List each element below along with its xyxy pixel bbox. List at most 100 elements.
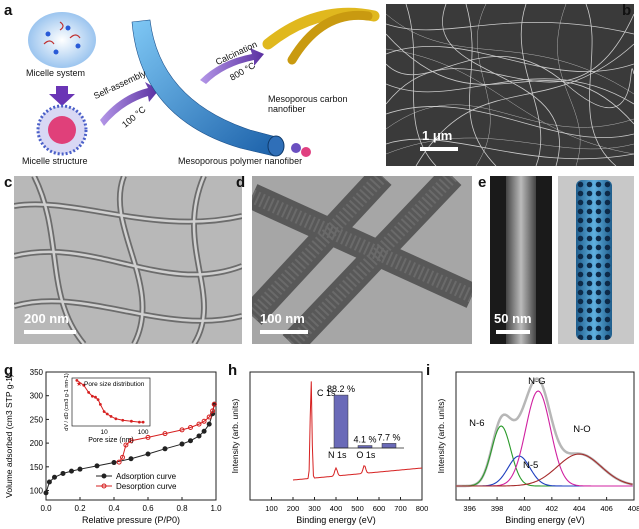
scale-bar	[260, 330, 308, 334]
component-line	[456, 453, 633, 487]
panel-a: a	[0, 0, 380, 170]
y-axis-label: Volume adsorbed (cm3 STP g-1)	[4, 374, 14, 498]
chart-g-isotherm: 0.0 0.2 0.4 0.6 0.8 1.0 100 150 200 250 300 350 Rela…	[4, 368, 222, 525]
inset-point	[75, 379, 79, 382]
single-fiber-image	[506, 176, 536, 344]
data-point	[120, 454, 125, 460]
x-tick-label: 500	[351, 504, 364, 513]
inset-point	[87, 391, 91, 394]
x-tick-label: 0.8	[176, 504, 188, 513]
x-axis-label: Binding energy (eV)	[505, 515, 585, 525]
data-point	[128, 438, 134, 444]
data-point	[145, 451, 151, 457]
inset-bar-label: 7.7 %	[377, 432, 400, 442]
micelle-system-sphere	[28, 12, 96, 68]
panel-label-i: i	[426, 362, 431, 379]
data-point	[46, 479, 52, 485]
inset-bar-label: 88.2 %	[327, 384, 355, 394]
panel-label-h: h	[228, 362, 238, 379]
data-point	[210, 408, 216, 414]
panel-label-c: c	[4, 174, 13, 191]
panel-d-tem: 100 nm	[252, 176, 472, 344]
inset-point	[90, 394, 94, 398]
peak-label: C 1s	[317, 388, 336, 398]
tem-fibers-image	[14, 176, 242, 344]
component-label: N-G	[528, 376, 545, 387]
y-tick-label: 100	[30, 487, 44, 496]
inset-point	[98, 403, 102, 406]
inset-point	[141, 420, 145, 424]
inset-point	[114, 417, 118, 421]
scale-bar	[24, 330, 76, 334]
panel-label-e: e	[478, 174, 487, 191]
data-point	[188, 424, 193, 430]
inset-x-tick-label: 10	[101, 429, 109, 436]
peak-label: O 1s	[356, 450, 376, 460]
x-tick-label: 0.6	[142, 504, 154, 513]
inset-point	[137, 420, 141, 424]
legend-marker	[101, 473, 107, 479]
panel-label-d: d	[236, 174, 246, 191]
data-point	[179, 441, 185, 447]
data-point	[188, 438, 193, 444]
micelle-system-label: Micelle system	[26, 68, 86, 78]
chart-i-n1s: 396 398 400 402 404 406 408 Binding energy (eV)…	[436, 371, 639, 525]
x-tick-label: 700	[394, 504, 407, 513]
data-point	[43, 490, 49, 496]
y-axis-label: Intensity (arb. units)	[230, 399, 240, 474]
data-point	[145, 434, 151, 440]
inset-point	[102, 410, 106, 413]
data-point	[116, 459, 122, 465]
inset-point	[96, 398, 100, 401]
inset-bar	[357, 445, 373, 449]
x-tick-label: 402	[546, 504, 559, 513]
inset-point	[105, 412, 109, 416]
panel-c-tem: 200 nm	[14, 176, 242, 344]
x-axis-label: Relative pressure (P/P0)	[82, 515, 180, 525]
nanofiber-network-image	[386, 4, 634, 166]
panel-f-model	[558, 176, 634, 344]
data-point	[211, 401, 217, 407]
data-point	[111, 460, 117, 466]
inset-legend-marker: ★	[76, 380, 82, 388]
component-label: N-6	[469, 418, 484, 429]
polymer-nanofiber-label: Mesoporous polymer nanofiber	[178, 156, 303, 166]
panel-label-a: a	[4, 2, 13, 19]
inset-bar-label: 4.1 %	[353, 435, 376, 445]
data-point	[162, 431, 168, 437]
component-label: N-O	[573, 424, 590, 435]
inset-x-tick-label: 100	[138, 429, 149, 436]
scale-bar-label: 200 nm	[24, 311, 69, 326]
scale-bar-label: 1 μm	[422, 128, 453, 143]
data-point	[196, 433, 202, 439]
tem-fibers-closeup-image	[252, 176, 472, 344]
x-tick-label: 406	[600, 504, 613, 513]
scale-bar	[420, 147, 458, 151]
panel-label-g: g	[4, 362, 14, 379]
data-point	[179, 427, 185, 433]
micelle-structure-sphere	[36, 104, 88, 156]
inset-x-axis-label: Pore size (nm)	[88, 437, 134, 444]
legend-marker	[101, 483, 107, 489]
calcination-arrow-icon	[200, 48, 264, 84]
inset-bar	[333, 394, 349, 449]
data-point	[162, 446, 168, 452]
x-tick-label: 600	[373, 504, 386, 513]
legend-label: Desorption curve	[116, 482, 177, 491]
y-tick-label: 250	[30, 415, 44, 424]
scale-bar-label: 50 nm	[494, 311, 532, 326]
inset-bar	[381, 443, 397, 449]
inset-legend-label: Pore size distribution	[84, 381, 145, 388]
component-label: N-5	[523, 460, 538, 471]
down-arrow-icon	[49, 86, 75, 106]
y-tick-label: 200	[30, 439, 44, 448]
y-tick-label: 300	[30, 392, 44, 401]
data-point	[94, 463, 100, 469]
data-point	[201, 418, 207, 424]
data-point	[69, 468, 74, 474]
y-tick-label: 150	[30, 463, 44, 472]
xps-spectrum-line	[292, 381, 423, 481]
inset-point	[121, 418, 125, 422]
x-tick-label: 396	[463, 504, 476, 513]
fiber-model-image	[576, 180, 612, 340]
